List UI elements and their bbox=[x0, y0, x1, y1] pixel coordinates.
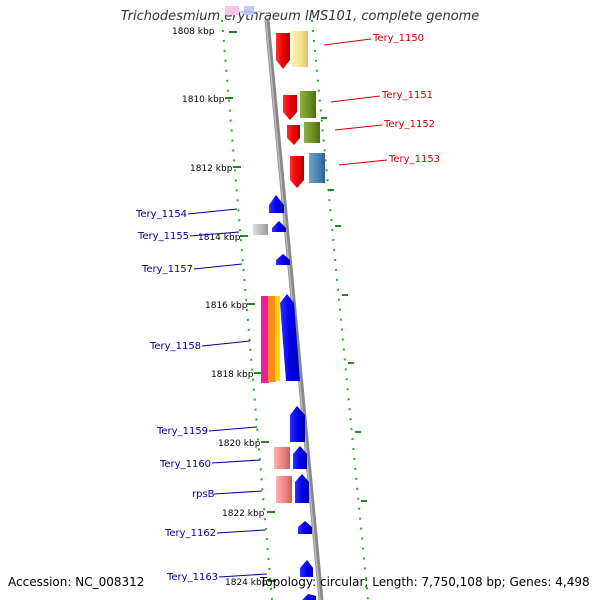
gene-label-left: Tery_1157 bbox=[141, 264, 193, 275]
gene-arrow-tery-1158 bbox=[280, 294, 300, 381]
gene-box-tery-1158-orange bbox=[268, 296, 276, 382]
gene-label-left: Tery_1163 bbox=[166, 572, 218, 583]
dotted-track-inner bbox=[221, 19, 273, 600]
right-gene-labels: Tery_1150 Tery_1151 Tery_1152 Tery_1153 bbox=[323, 33, 440, 166]
gene-arrow-tery-1162 bbox=[298, 521, 312, 534]
gene-box-tery-1158-yellow bbox=[275, 296, 280, 381]
scale-label: 1816 kbp bbox=[205, 301, 248, 311]
top-partial-features bbox=[225, 6, 260, 15]
gene-arrow-tery-1157 bbox=[276, 254, 290, 265]
gene-arrow-tery-1153-a bbox=[290, 156, 304, 188]
gene-box-tery-1153-b bbox=[309, 153, 325, 183]
scale-label: 1812 kbp bbox=[190, 164, 233, 174]
gene-arrow-tery-1163 bbox=[300, 560, 313, 577]
left-gene-labels: Tery_1154 Tery_1155 Tery_1157 Tery_1158 … bbox=[135, 208, 268, 583]
scale-label: 1808 kbp bbox=[172, 27, 215, 37]
gene-arrow-tery-1152-a bbox=[287, 125, 300, 145]
gene-label-left: rpsB bbox=[192, 489, 215, 500]
scale-label: 1810 kbp bbox=[182, 95, 225, 105]
gene-arrow-tery-1159 bbox=[290, 406, 305, 442]
scale-label: 1822 kbp bbox=[222, 509, 265, 519]
gene-box-rpsb bbox=[276, 476, 292, 503]
gene-arrow-tery-1155 bbox=[272, 221, 286, 232]
scale-ticks bbox=[225, 31, 276, 582]
reverse-genes bbox=[253, 195, 316, 600]
gene-box-tery-1160 bbox=[274, 447, 290, 469]
gene-arrow-rpsb bbox=[295, 474, 309, 503]
outer-ticks bbox=[321, 117, 367, 502]
scale-label: 1820 kbp bbox=[218, 439, 261, 449]
gene-arrow-tery-1151-a bbox=[283, 95, 297, 120]
gene-label-left: Tery_1160 bbox=[159, 459, 211, 470]
scale-label: 1818 kbp bbox=[211, 370, 254, 380]
map-title: Trichodesmium erythraeum IMS101, complet… bbox=[120, 9, 480, 24]
genome-summary-text: Topology: circular; Length: 7,750,108 bp… bbox=[260, 575, 590, 589]
gene-box-tery-1155 bbox=[253, 224, 268, 235]
forward-genes bbox=[276, 31, 325, 188]
gene-arrow-bottom bbox=[302, 594, 316, 600]
gene-label-left: Tery_1154 bbox=[135, 209, 187, 220]
scale-labels: 1808 kbp 1810 kbp 1812 kbp 1814 kbp 1816… bbox=[172, 27, 268, 588]
gene-label-right: Tery_1152 bbox=[383, 119, 435, 130]
gene-box-tery-1152-b bbox=[304, 122, 320, 143]
scale-label: 1814 kbp bbox=[198, 233, 241, 243]
gene-box-tery-1158-pink bbox=[261, 296, 269, 383]
gene-arrow-tery-1150-a bbox=[276, 33, 290, 69]
gene-label-left: Tery_1158 bbox=[149, 341, 201, 352]
gene-box-tery-1150-b bbox=[292, 31, 308, 67]
gene-arrow-tery-1160 bbox=[293, 446, 307, 469]
gene-label-right: Tery_1151 bbox=[381, 90, 433, 101]
gene-label-left: Tery_1162 bbox=[164, 528, 216, 539]
gene-label-right: Tery_1150 bbox=[372, 33, 424, 44]
dotted-track-outer bbox=[311, 19, 369, 600]
scale-label: 1824 kbp bbox=[225, 578, 268, 588]
gene-label-left: Tery_1155 bbox=[137, 231, 189, 242]
gene-box-tery-1151-b bbox=[300, 91, 316, 118]
gene-arrow-tery-1154 bbox=[269, 195, 284, 213]
accession-text: Accession: NC_008312 bbox=[8, 575, 145, 589]
gene-label-left: Tery_1159 bbox=[156, 426, 208, 437]
gene-label-right: Tery_1153 bbox=[388, 154, 440, 165]
